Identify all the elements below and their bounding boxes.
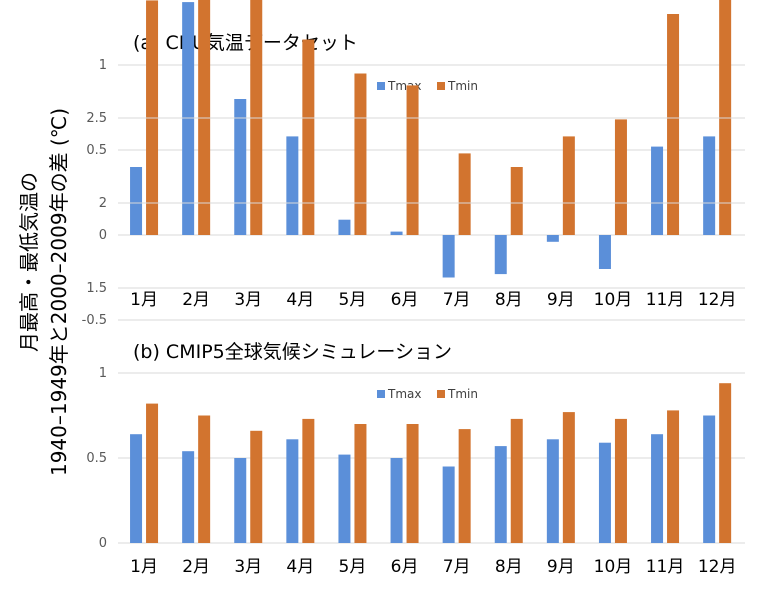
y-tick-label: 2 bbox=[99, 196, 107, 211]
bar-tmax bbox=[182, 451, 195, 543]
bar-tmax bbox=[703, 415, 716, 543]
legend-label-tmin: Tmin bbox=[447, 387, 478, 401]
bar-tmax bbox=[651, 434, 664, 543]
bar-tmax bbox=[234, 458, 247, 543]
bar-tmax bbox=[338, 219, 351, 235]
panel-a: 2.521.510.50-0.5(a) CRU気温データセットTmaxTmin1… bbox=[82, 0, 745, 328]
bar-tmin bbox=[614, 418, 627, 543]
bar-tmin bbox=[458, 429, 471, 543]
y-tick-label: 0 bbox=[99, 228, 107, 243]
x-tick-label: 8月 bbox=[495, 290, 523, 310]
x-tick-label: 11月 bbox=[646, 557, 685, 577]
y-tick-label: 1 bbox=[99, 58, 107, 73]
y-tick-label: 0.5 bbox=[86, 143, 107, 158]
bar-tmin bbox=[667, 410, 680, 543]
y-tick-label: 1.5 bbox=[86, 281, 107, 296]
bar-tmin bbox=[198, 415, 211, 543]
bar-tmax bbox=[442, 235, 455, 278]
legend-swatch-tmin bbox=[437, 82, 445, 90]
y-axis-label-line1: 月最高・最低気温の bbox=[17, 172, 41, 352]
x-tick-label: 7月 bbox=[443, 557, 471, 577]
bar-tmax bbox=[338, 454, 351, 543]
bar-tmin bbox=[406, 85, 419, 236]
x-tick-label: 8月 bbox=[495, 557, 523, 577]
bar-tmin bbox=[510, 418, 523, 543]
legend-swatch-tmin bbox=[437, 390, 445, 398]
bar-tmax bbox=[130, 434, 143, 543]
bar-tmax bbox=[182, 2, 195, 235]
x-tick-label: 4月 bbox=[286, 557, 314, 577]
bar-tmax bbox=[390, 458, 403, 543]
y-axis-label-line2: 1940–1949年と2000–2009年の差 (℃) bbox=[47, 108, 71, 476]
x-tick-label: 9月 bbox=[547, 290, 575, 310]
bar-tmin bbox=[510, 167, 523, 235]
bar-tmin bbox=[146, 403, 159, 543]
x-tick-label: 4月 bbox=[286, 290, 314, 310]
x-tick-label: 3月 bbox=[234, 557, 262, 577]
x-tick-label: 6月 bbox=[391, 557, 419, 577]
y-axis-label: 月最高・最低気温の 1940–1949年と2000–2009年の差 (℃) bbox=[17, 108, 71, 476]
bar-tmax bbox=[494, 446, 507, 543]
bar-tmin bbox=[354, 424, 367, 543]
x-tick-label: 7月 bbox=[443, 290, 471, 310]
bar-tmax bbox=[442, 466, 455, 543]
bar-tmin bbox=[719, 383, 732, 543]
x-tick-label: 2月 bbox=[182, 557, 210, 577]
y-tick-label: 2.5 bbox=[86, 111, 107, 126]
bar-tmin bbox=[354, 73, 367, 235]
bar-tmax bbox=[286, 439, 299, 543]
legend-label-tmax: Tmax bbox=[387, 387, 421, 401]
legend-label-tmin: Tmin bbox=[447, 79, 478, 93]
x-tick-label: 12月 bbox=[698, 290, 737, 310]
x-tick-label: 9月 bbox=[547, 557, 575, 577]
x-tick-label: 11月 bbox=[646, 290, 685, 310]
x-tick-label: 12月 bbox=[698, 557, 737, 577]
y-tick-label: -0.5 bbox=[82, 313, 107, 328]
chart-title: (b) CMIP5全球気候シミュレーション bbox=[133, 341, 452, 363]
x-tick-label: 10月 bbox=[594, 290, 633, 310]
bar-tmin bbox=[302, 418, 315, 543]
bar-tmin bbox=[302, 39, 315, 235]
bar-tmax bbox=[703, 136, 716, 235]
x-tick-label: 1月 bbox=[130, 290, 158, 310]
bar-tmax bbox=[546, 235, 559, 242]
x-tick-label: 10月 bbox=[594, 557, 633, 577]
bar-tmax bbox=[651, 146, 664, 235]
x-tick-label: 2月 bbox=[182, 290, 210, 310]
bar-tmin bbox=[667, 14, 680, 235]
bar-tmax bbox=[130, 167, 143, 235]
x-tick-label: 6月 bbox=[391, 290, 419, 310]
bar-tmin bbox=[562, 412, 575, 543]
y-tick-label: 1 bbox=[99, 366, 107, 381]
legend-swatch-tmax bbox=[377, 82, 385, 90]
x-tick-label: 5月 bbox=[339, 290, 367, 310]
legend-swatch-tmax bbox=[377, 390, 385, 398]
panel-b: 2.5 2 1.5 1 0.5 0 (b) CMIP5全球気候シミュレーション Tmax Tmi… bbox=[86, 111, 745, 577]
bar-tmax bbox=[546, 439, 559, 543]
bar-tmax bbox=[494, 235, 507, 275]
bar-tmin bbox=[250, 430, 263, 543]
y-tick-label: 0.5 bbox=[86, 451, 107, 466]
bar-tmax bbox=[598, 442, 611, 543]
bar-tmax bbox=[234, 99, 247, 235]
bar-tmax bbox=[390, 231, 403, 235]
bar-tmax bbox=[286, 136, 299, 235]
x-tick-label: 5月 bbox=[339, 557, 367, 577]
y-tick-label: 0 bbox=[99, 536, 107, 551]
chart-title: (a) CRU気温データセット bbox=[133, 32, 358, 54]
x-tick-label: 3月 bbox=[234, 290, 262, 310]
bar-tmin bbox=[458, 153, 471, 235]
bar-tmin bbox=[614, 119, 627, 235]
bar-tmin bbox=[406, 424, 419, 543]
x-tick-label: 1月 bbox=[130, 557, 158, 577]
bar-tmin bbox=[562, 136, 575, 235]
bar-tmax bbox=[598, 235, 611, 269]
